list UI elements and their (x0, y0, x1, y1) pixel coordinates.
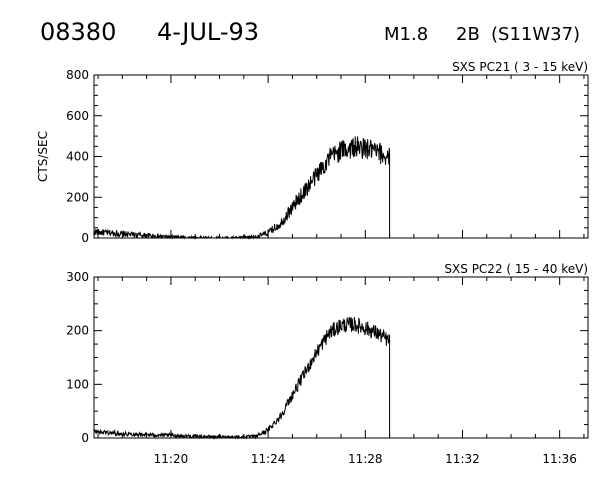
plot-frame (93, 276, 589, 439)
panel-label: SXS PC21 ( 3 - 15 keV) (452, 60, 588, 74)
optical-class: 2B (456, 24, 480, 45)
y-tick-label: 0 (81, 431, 89, 445)
panel-label: SXS PC22 ( 15 - 40 keV) (444, 262, 588, 276)
y-tick-label: 400 (66, 150, 89, 164)
x-tick-label: 11:24 (251, 452, 286, 466)
chart-panel: SXS PC22 ( 15 - 40 keV) 0 100 200 300 11:20 11… (66, 262, 589, 466)
y-tick-label: 0 (81, 231, 89, 245)
flare-class: M1.8 (384, 24, 428, 45)
y-axis-label: CTS/SEC (36, 131, 50, 182)
event-date: 4-JUL-93 (157, 18, 259, 46)
flare-location: (S11W37) (491, 24, 580, 45)
y-tick-label: 600 (66, 109, 89, 123)
x-tick-label: 11:28 (348, 452, 383, 466)
y-tick-label: 800 (66, 68, 89, 82)
count-rate-series (93, 316, 391, 440)
event-id: 08380 (40, 18, 116, 46)
x-tick-label: 11:32 (445, 452, 480, 466)
chart-panel: SXS PC21 ( 3 - 15 keV) CTS/SEC 0 200 400 600 8… (36, 60, 589, 245)
y-tick-label: 200 (66, 190, 89, 204)
count-rate-series (93, 136, 391, 240)
y-tick-label: 300 (66, 270, 89, 284)
x-tick-label: 11:36 (542, 452, 577, 466)
y-tick-label: 200 (66, 324, 89, 338)
y-tick-label: 100 (66, 377, 89, 391)
x-tick-label: 11:20 (154, 452, 189, 466)
